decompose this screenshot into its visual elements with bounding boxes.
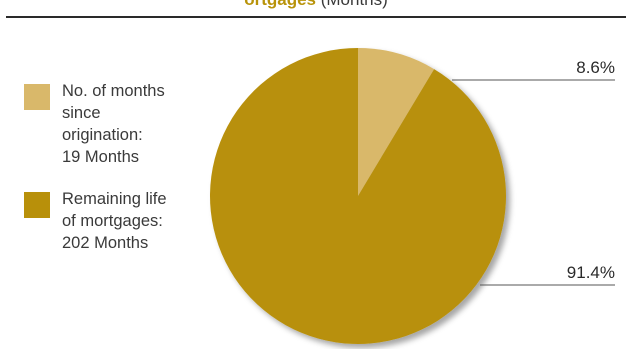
- legend-swatch-origination: [24, 84, 50, 110]
- legend-line: Remaining life: [62, 190, 167, 208]
- legend-swatch-remaining: [24, 192, 50, 218]
- legend-line: 19 Months: [62, 148, 140, 166]
- pie-slice-remaining: [210, 48, 507, 344]
- pie-slices: [210, 48, 507, 344]
- chart-title-fragment: ortgages (Months): [0, 0, 632, 9]
- legend-line: origination:: [62, 126, 143, 144]
- data-label-origination: 8.6%: [576, 58, 615, 77]
- legend-item-remaining: Remaining life of mortgages: 202 Months: [24, 188, 194, 254]
- legend: No. of months since origination: 19 Mont…: [24, 80, 194, 274]
- legend-line: since: [62, 104, 101, 122]
- legend-label-remaining: Remaining life of mortgages: 202 Months: [62, 188, 167, 254]
- top-rule: [6, 16, 626, 18]
- title-highlight: ortgages: [244, 0, 316, 9]
- legend-line: 202 Months: [62, 234, 149, 252]
- legend-line: No. of months: [62, 82, 165, 100]
- legend-item-origination: No. of months since origination: 19 Mont…: [24, 80, 194, 168]
- legend-line: of mortgages:: [62, 212, 163, 230]
- legend-label-origination: No. of months since origination: 19 Mont…: [62, 80, 165, 168]
- title-rest: (Months): [316, 0, 388, 9]
- data-label-remaining: 91.4%: [567, 263, 615, 282]
- pie-slice-origination: [358, 48, 435, 196]
